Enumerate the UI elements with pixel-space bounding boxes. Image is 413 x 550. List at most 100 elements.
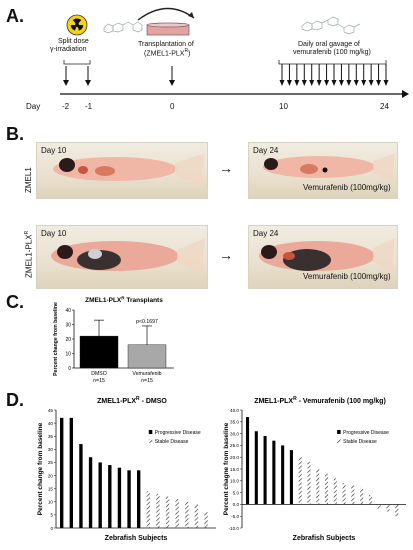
legend-swatch xyxy=(337,430,341,434)
y-tick-label: 40 xyxy=(65,308,71,314)
gavage-arrowhead xyxy=(331,80,337,86)
bar xyxy=(88,457,93,528)
p-value-label: p<0.1697 xyxy=(136,319,158,325)
x-tick-label: DMSO xyxy=(91,371,107,377)
gavage-arrowhead xyxy=(376,80,382,86)
gavage-arrowhead xyxy=(286,80,292,86)
x-axis-label: Zebrafish Subjects xyxy=(293,535,356,542)
gavage-arrowhead xyxy=(316,80,322,86)
y-tick-label: 45 xyxy=(48,408,54,413)
y-tick-label: 15.0 xyxy=(230,467,239,472)
gavage-arrowhead xyxy=(368,80,374,86)
bar xyxy=(377,504,381,510)
y-tick-label: 40 xyxy=(48,421,54,426)
gavage-arrowhead xyxy=(361,80,367,86)
fish-photo-day24: Day 24 Vemurafenib (100mg/kg) xyxy=(248,225,398,289)
zebrafish-image xyxy=(263,153,395,183)
legend-label: Stable Disease xyxy=(343,439,377,445)
panel-c-letter: C. xyxy=(6,292,24,312)
bar xyxy=(342,483,346,505)
arrow-box: → xyxy=(207,225,249,287)
tick-label: -1 xyxy=(85,102,93,111)
y-tick-label: 35 xyxy=(48,434,54,439)
bar xyxy=(194,504,199,528)
y-tick-label: 5 xyxy=(50,513,53,518)
molecule-icon xyxy=(301,16,361,35)
transplant-label-1: Transplantation of xyxy=(138,41,194,48)
bar xyxy=(185,501,189,528)
gavage-arrowhead xyxy=(309,80,315,86)
bar xyxy=(60,417,64,528)
gavage-arrowhead xyxy=(353,80,359,86)
bar xyxy=(386,504,390,512)
y-tick-label: 35.0 xyxy=(230,420,239,425)
y-tick-label: 30 xyxy=(65,323,71,329)
gavage-arrowhead xyxy=(301,80,307,86)
gavage-label-1: Daily oral gavage of xyxy=(298,41,360,48)
y-tick-label: 20 xyxy=(65,337,71,343)
row-label-zmel1-plxr: ZMEL1-PLXR xyxy=(24,230,34,278)
legend-label: Progressive Disease xyxy=(155,430,201,436)
bar xyxy=(146,491,150,528)
bar xyxy=(395,504,399,517)
y-tick-label: 30.0 xyxy=(230,431,239,436)
bar xyxy=(316,469,320,505)
gavage-arrowhead xyxy=(294,80,300,86)
y-tick-label: -5.0 xyxy=(231,514,239,519)
bar xyxy=(175,499,179,528)
y-tick-label: 5.0 xyxy=(233,490,240,495)
fish-photo-day24: Day 24 Vemurafenib (100mg/kg) xyxy=(248,142,398,199)
y-tick-label: 20 xyxy=(48,473,54,478)
legend-label: Progressive Disease xyxy=(343,430,389,436)
transplant-label-2: (ZMEL1-PLXR) xyxy=(144,48,191,58)
day-axis-label: Day xyxy=(26,102,41,111)
timeline xyxy=(60,60,409,98)
curved-arrow-icon xyxy=(137,7,195,21)
petri-dish-icon xyxy=(146,22,190,36)
zebrafish-image xyxy=(53,153,205,187)
bar xyxy=(351,485,355,505)
bar xyxy=(69,417,73,528)
n-label: n=15 xyxy=(93,378,105,384)
y-axis-label: Percent change from baseline xyxy=(37,422,44,515)
y-tick-label: 25 xyxy=(48,460,54,465)
panel-a-letter: A. xyxy=(6,6,24,26)
day-label: Day 24 xyxy=(253,146,279,155)
gavage-arrowhead xyxy=(383,80,389,86)
bar xyxy=(204,512,208,528)
gavage-label-2: vemurafenib (100 mg/kg) xyxy=(293,49,371,56)
bar xyxy=(127,470,131,528)
chart-title: ZMEL1-PLXR - DMSO xyxy=(97,396,167,405)
bar xyxy=(79,444,83,528)
bar xyxy=(156,493,160,528)
tick-label: -2 xyxy=(62,102,70,111)
bar xyxy=(98,462,102,528)
y-axis-label: Percent change from baseline xyxy=(53,302,59,376)
arrow-box: → xyxy=(207,142,249,197)
n-label: n=15 xyxy=(141,378,153,384)
y-tick-label: -10.0 xyxy=(229,526,240,531)
gavage-arrowhead xyxy=(346,80,352,86)
y-tick-label: 10 xyxy=(65,352,71,358)
x-tick-label: Vemurafenib xyxy=(132,371,161,377)
fish-photo-day10: Day 10 xyxy=(36,142,208,199)
bar xyxy=(307,461,311,505)
bar xyxy=(254,431,258,505)
bar xyxy=(368,494,372,505)
y-tick-label: 40.0 xyxy=(230,408,239,413)
y-tick-label: 0 xyxy=(68,366,71,372)
panel-b-letter: B. xyxy=(6,124,24,144)
legend-swatch xyxy=(148,430,153,434)
bar xyxy=(289,450,293,505)
row-label-zmel1: ZMEL1 xyxy=(24,167,33,193)
zebrafish-image xyxy=(51,238,205,276)
y-tick-label: 0 xyxy=(50,526,53,531)
chart-title: ZMEL1-PLXR Transplants xyxy=(85,296,163,305)
day-label: Day 10 xyxy=(41,229,67,238)
gavage-arrowhead xyxy=(338,80,344,86)
day-label: Day 10 xyxy=(41,146,67,155)
tick-label: 10 xyxy=(279,102,288,111)
bar xyxy=(298,457,302,505)
chart-d-dmso: ZMEL1-PLXR - DMSO 0 5 10 15 20 25 30 35 40 45 Perce… xyxy=(37,396,216,542)
legend-swatch xyxy=(148,439,153,443)
